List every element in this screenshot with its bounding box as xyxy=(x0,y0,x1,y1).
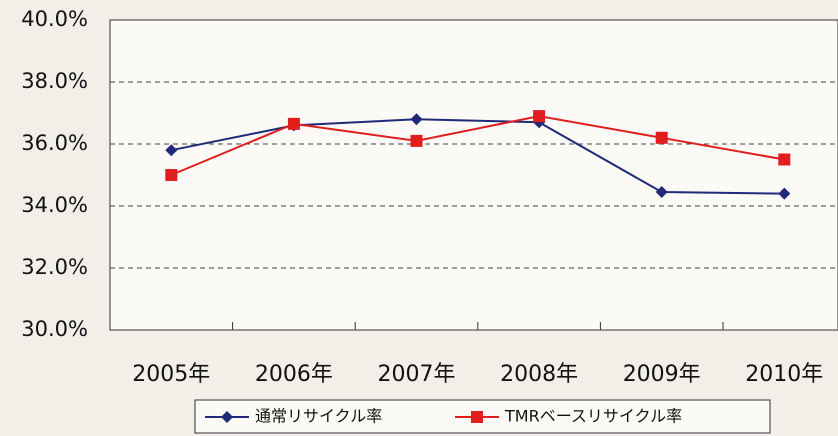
y-tick-label: 34.0% xyxy=(21,193,88,217)
point xyxy=(165,169,178,181)
point xyxy=(778,153,791,166)
point xyxy=(655,186,668,199)
point xyxy=(471,411,483,423)
plot-area xyxy=(109,19,838,331)
y-tick-label: 38.0% xyxy=(21,69,88,93)
legend-label: 通常リサイクル率 xyxy=(255,407,382,426)
point xyxy=(165,144,178,157)
point xyxy=(655,131,668,144)
y-tick-label: 36.0% xyxy=(21,131,88,155)
point xyxy=(410,134,423,147)
x-tick-label: 2005年 xyxy=(132,362,210,387)
point xyxy=(221,411,233,423)
point xyxy=(287,117,300,130)
x-tick-label: 2008年 xyxy=(500,362,578,387)
point xyxy=(778,187,791,200)
x-tick-label: 2007年 xyxy=(378,362,456,387)
point xyxy=(410,113,423,126)
point xyxy=(533,110,546,123)
x-tick-label: 2006年 xyxy=(255,362,333,387)
x-tick-label: 2010年 xyxy=(745,362,823,387)
legend-label: TMRベースリサイクル率 xyxy=(504,407,682,426)
series-line xyxy=(170,115,785,176)
y-tick-label: 32.0% xyxy=(21,255,88,279)
y-tick-label: 30.0% xyxy=(21,317,88,341)
x-tick-label: 2009年 xyxy=(623,362,701,387)
y-tick-label: 40.0% xyxy=(21,7,88,31)
series-line xyxy=(171,118,785,195)
